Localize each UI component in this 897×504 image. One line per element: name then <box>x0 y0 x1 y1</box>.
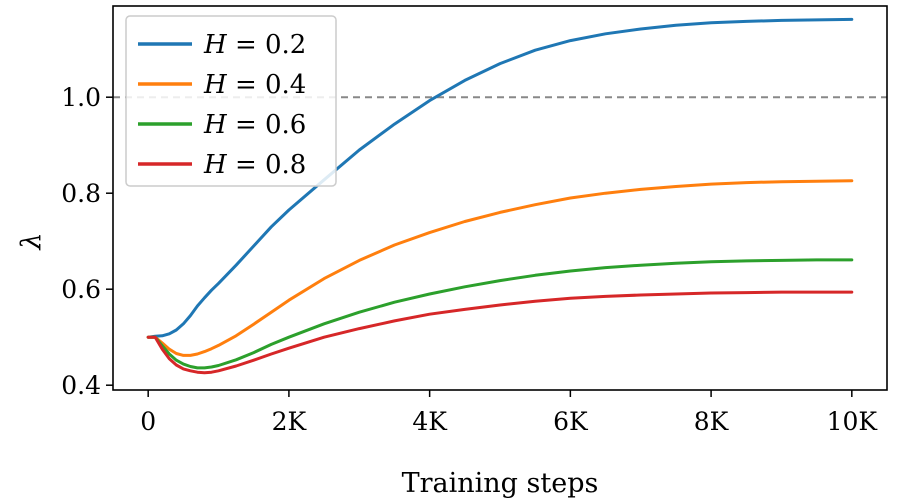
legend-label-var: H <box>203 30 228 60</box>
y-tick-label: 0.8 <box>61 179 101 208</box>
legend-label-value: = 0.8 <box>227 150 307 180</box>
x-tick-label: 8K <box>694 407 730 436</box>
legend: H = 0.2H = 0.4H = 0.6H = 0.8 <box>125 15 337 187</box>
x-tick-label: 0 <box>140 407 156 436</box>
legend-label-var: H <box>203 70 228 100</box>
legend-label: H = 0.8 <box>203 150 306 180</box>
legend-label-var: H <box>203 150 228 180</box>
y-axis-title: λ <box>16 232 47 250</box>
legend-label: H = 0.2 <box>203 30 306 60</box>
legend-label-value: = 0.4 <box>227 70 307 100</box>
series-line-h3 <box>146 258 854 370</box>
legend-label-value: = 0.6 <box>227 110 307 140</box>
legend-label-value: = 0.2 <box>227 30 307 60</box>
ticks-layer: 0 2K 4K 6K 8K 10K 0.4 0.6 0.8 1.0 <box>61 83 878 436</box>
legend-label: H = 0.4 <box>203 70 306 100</box>
x-axis-title: Training steps <box>402 468 599 499</box>
x-tick-label: 6K <box>553 407 589 436</box>
y-tick-label: 0.4 <box>61 371 101 400</box>
series-line-h2 <box>146 179 854 357</box>
series-line-h4 <box>146 290 854 375</box>
x-tick-label: 10K <box>827 407 879 436</box>
legend-label-var: H <box>203 110 228 140</box>
x-tick-label: 4K <box>412 407 448 436</box>
plot-frame <box>112 5 888 391</box>
y-tick-label: 1.0 <box>61 83 101 112</box>
legend-frame <box>125 15 337 187</box>
legend-label: H = 0.6 <box>203 110 306 140</box>
x-tick-label: 2K <box>272 407 308 436</box>
y-tick-label: 0.6 <box>61 275 101 304</box>
